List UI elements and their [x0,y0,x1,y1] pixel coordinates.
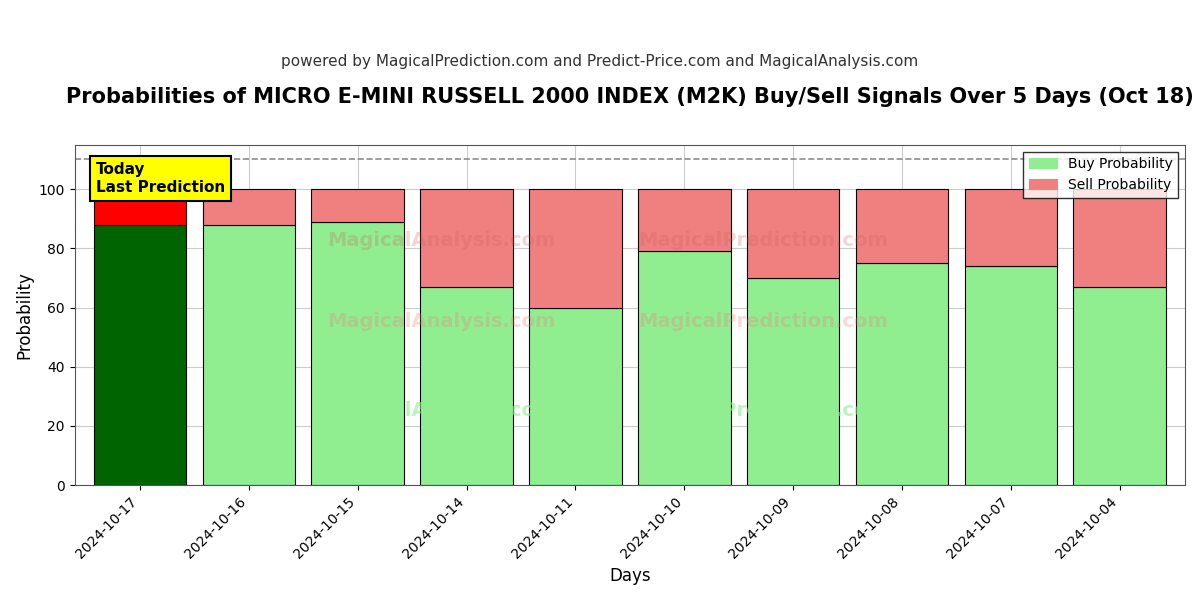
Bar [1074,189,1166,287]
Bar [1074,287,1166,485]
Bar [965,266,1057,485]
Bar [94,189,186,224]
Bar [638,251,731,485]
Text: MagicalPrediction.com: MagicalPrediction.com [638,230,888,250]
Bar [420,189,512,287]
Bar [203,189,295,224]
Bar [312,189,404,221]
Text: MagicalAnalysis.com: MagicalAnalysis.com [326,230,556,250]
Text: Today
Last Prediction: Today Last Prediction [96,163,226,195]
Bar [965,189,1057,266]
X-axis label: Days: Days [610,567,650,585]
Bar [638,189,731,251]
Text: MagicalPrediction.com: MagicalPrediction.com [638,401,888,420]
Bar [203,224,295,485]
Bar [529,189,622,308]
Bar [746,189,839,278]
Title: Probabilities of MICRO E-MINI RUSSELL 2000 INDEX (M2K) Buy/Sell Signals Over 5 D: Probabilities of MICRO E-MINI RUSSELL 20… [66,87,1194,107]
Bar [529,308,622,485]
Bar [856,189,948,263]
Bar [312,221,404,485]
Bar [856,263,948,485]
Text: MagicalAnalysis.com: MagicalAnalysis.com [326,312,556,331]
Text: MagicalPrediction.com: MagicalPrediction.com [638,312,888,331]
Text: MagicalAnalysis.com: MagicalAnalysis.com [326,401,556,420]
Bar [94,224,186,485]
Y-axis label: Probability: Probability [16,271,34,359]
Legend: Buy Probability, Sell Probability: Buy Probability, Sell Probability [1024,152,1178,197]
Bar [746,278,839,485]
Bar [420,287,512,485]
Text: powered by MagicalPrediction.com and Predict-Price.com and MagicalAnalysis.com: powered by MagicalPrediction.com and Pre… [281,54,919,69]
